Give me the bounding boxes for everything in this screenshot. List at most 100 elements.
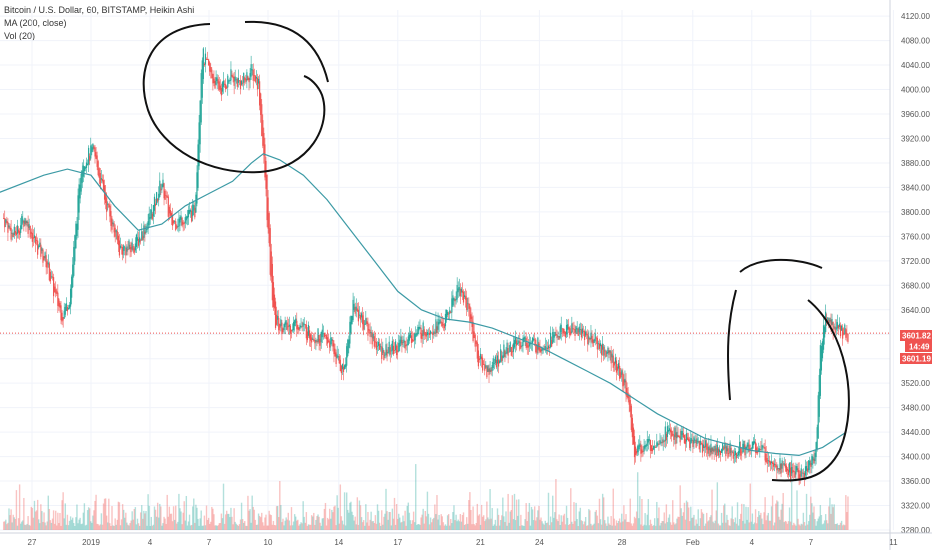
volume-bar: [402, 515, 404, 530]
volume-bar: [799, 525, 801, 530]
volume-bar: [34, 511, 37, 530]
candle-body: [156, 192, 158, 205]
candle-body: [499, 360, 501, 364]
volume-bar: [139, 512, 142, 530]
volume-bar: [566, 517, 569, 530]
candle-body: [433, 331, 435, 334]
y-tick-label-10: 3720.00: [901, 257, 930, 266]
candle-body: [171, 214, 174, 226]
candle-body: [75, 223, 77, 249]
volume-bar: [822, 523, 825, 530]
candle-body: [737, 451, 740, 456]
candle-body: [667, 430, 670, 432]
circle-drawing-right-top: [739, 258, 823, 273]
candle-body: [684, 439, 687, 444]
candle-body: [438, 322, 440, 325]
candle-body: [713, 449, 715, 453]
candle-body: [288, 324, 290, 327]
volume-bar: [212, 508, 214, 530]
candle-body: [283, 324, 285, 331]
volume-bar: [299, 524, 301, 530]
volume-bar: [658, 507, 660, 530]
volume-bar: [152, 524, 155, 530]
volume-bar: [735, 523, 738, 530]
candle-body: [845, 329, 847, 338]
volume-bar: [533, 506, 536, 530]
candle-body: [631, 417, 633, 438]
candle-body: [540, 349, 542, 353]
candle-body: [817, 395, 819, 439]
volume-bar: [220, 513, 223, 530]
volume-bar: [413, 522, 416, 530]
candle-body: [403, 339, 405, 343]
candle-body: [581, 328, 584, 334]
candle-body: [560, 324, 562, 333]
price-tags: 3601.82 14:49 3601.19: [900, 330, 932, 364]
volume-bar: [633, 516, 636, 530]
volume-bar: [481, 516, 484, 530]
volume-bar: [153, 506, 156, 530]
volume-bar: [419, 524, 421, 530]
volume-bar: [356, 497, 359, 530]
volume-bar: [812, 512, 814, 530]
candle-body: [77, 195, 79, 230]
volume-bar: [283, 525, 285, 530]
volume-bar: [479, 524, 482, 530]
price-axis[interactable]: 4120.004080.004040.004000.003960.003920.…: [889, 0, 930, 550]
candle-body: [442, 324, 444, 326]
candle-body: [278, 317, 280, 331]
volume-bar: [327, 519, 330, 530]
candle-body: [339, 359, 341, 372]
volume-bar: [396, 518, 399, 530]
candle-body: [40, 244, 42, 257]
candle-body: [693, 437, 695, 444]
volume-bar: [291, 525, 294, 530]
candle-body: [437, 319, 439, 330]
volume-bar: [238, 524, 241, 530]
volume-bar: [557, 521, 559, 530]
time-axis[interactable]: 27201947101417212428Feb471114: [0, 532, 932, 547]
candle-body: [661, 441, 663, 444]
volume-bar: [480, 504, 483, 530]
candle-body: [381, 346, 383, 360]
volume-bar: [136, 518, 139, 530]
candle-body: [758, 448, 760, 452]
candle-body: [528, 342, 530, 347]
candle-body: [634, 446, 637, 456]
volume-bar: [272, 520, 275, 530]
candle-body: [346, 346, 348, 366]
volume-bar: [40, 504, 42, 530]
volume-bar: [148, 505, 150, 530]
volume-bar: [16, 525, 19, 530]
volume-bar: [322, 518, 325, 530]
volume-bar: [72, 517, 74, 530]
candle-body: [617, 363, 620, 369]
volume-bar: [165, 523, 167, 530]
volume-bar: [22, 520, 24, 530]
candle-body: [833, 326, 835, 328]
volume-bar: [651, 525, 654, 530]
candle-body: [495, 359, 498, 368]
volume-bar: [673, 522, 675, 530]
volume-bar: [251, 495, 253, 530]
y-tick-label-9: 3760.00: [901, 232, 930, 241]
candle-body: [269, 228, 271, 275]
candle-body: [443, 324, 446, 329]
candle-body: [510, 346, 512, 356]
volume-bar: [497, 514, 500, 530]
candle-body: [51, 276, 54, 278]
candle-body: [23, 220, 25, 227]
candle-body: [26, 220, 28, 224]
candle-body: [503, 344, 505, 357]
candle-body: [525, 338, 527, 348]
volume-bar: [528, 502, 531, 530]
candle-body: [148, 213, 150, 226]
volume-bar: [186, 525, 189, 530]
volume-bar: [435, 514, 437, 530]
candle-body: [590, 332, 592, 340]
volume-bar: [583, 521, 586, 530]
circle-drawing-right-arc: [771, 299, 850, 482]
volume-bar: [42, 521, 44, 530]
volume-bar: [209, 523, 211, 530]
